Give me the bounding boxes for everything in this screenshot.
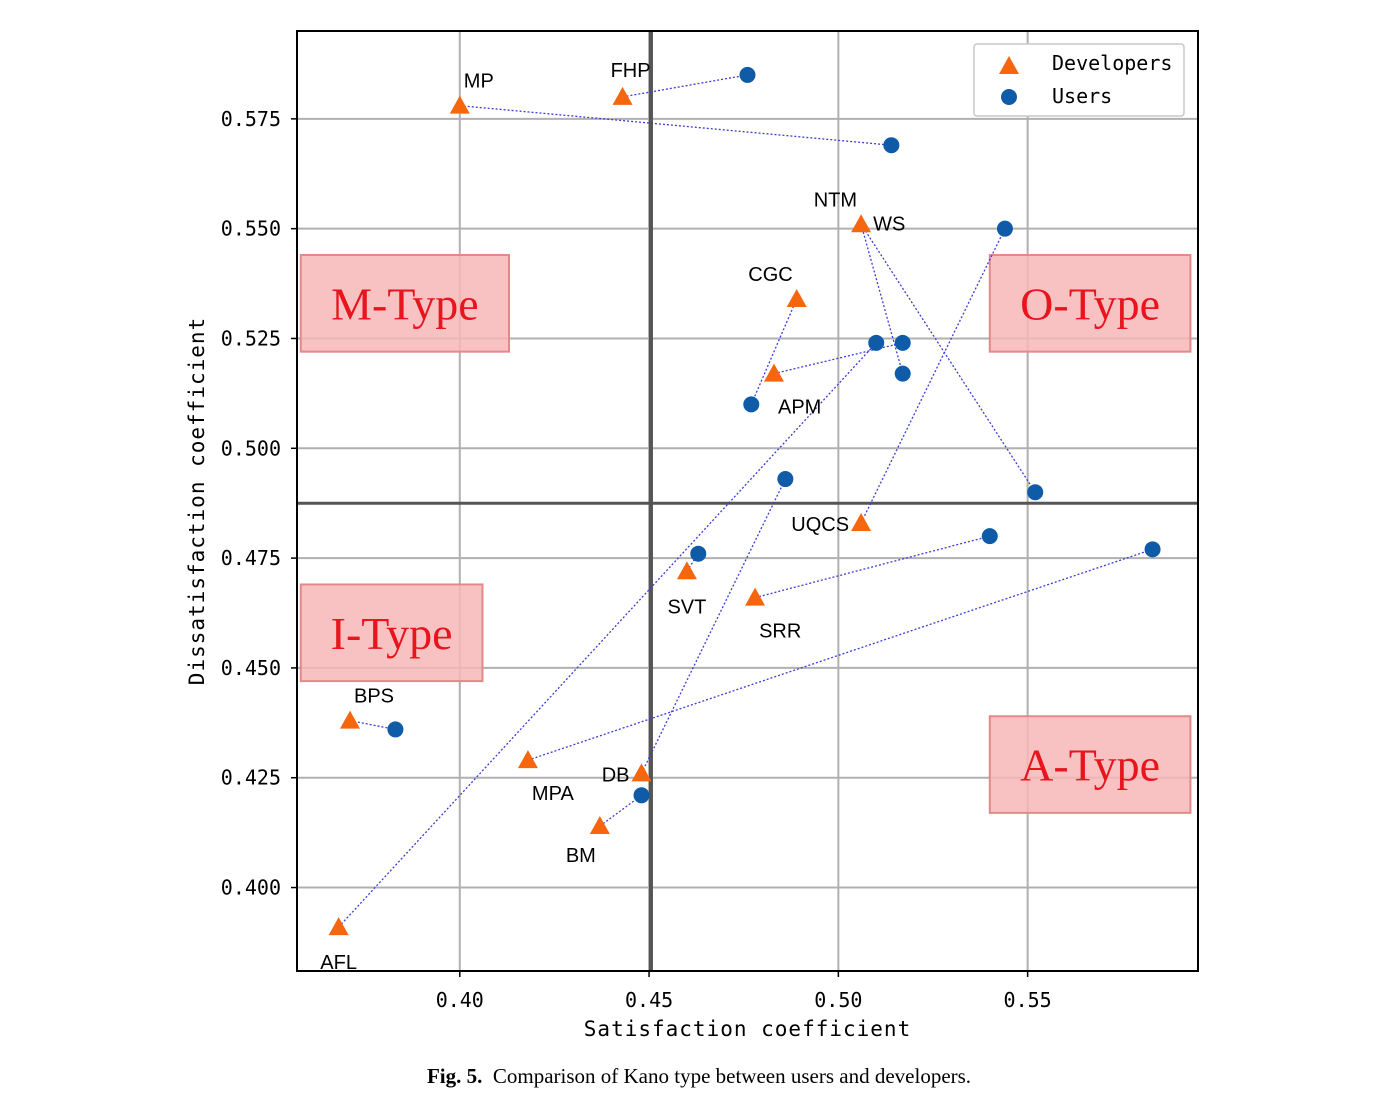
connector-line [622,74,748,98]
developer-point [449,95,470,114]
user-point [777,471,794,488]
developer-point [517,750,538,769]
user-point [894,365,911,382]
region-box [299,583,484,683]
user-point [743,396,760,413]
quadrant-dividers [297,31,1198,971]
legend: Developers Users [973,43,1185,117]
user-point [1027,484,1044,501]
developer-point [631,763,652,782]
point-label: DB [602,764,630,786]
plot-frame [296,30,1199,972]
figure-caption: Fig. 5. Comparison of Kano type between … [0,1064,1398,1089]
user-point [883,137,900,154]
x-axis-label: Satisfaction coefficient [584,1017,911,1041]
legend-box [973,43,1185,117]
connector-line [750,298,798,405]
data-points [328,66,1161,936]
user-point [981,528,998,545]
y-tick-label: 0.425 [221,766,281,790]
connector-line [754,535,990,599]
connector-line [338,342,877,928]
axis-ticks: 0.40 0.45 0.50 0.55 0.400 0.425 0.450 0.475 0.50… [221,107,1052,1012]
point-label: CGC [748,264,792,286]
connector-line [640,478,786,774]
point-label: BPS [354,686,394,708]
user-point [1144,541,1161,558]
point-label: AFL [320,952,357,974]
region-box [988,715,1192,814]
user-point [868,334,885,351]
developer-point [851,512,872,531]
point-label: FHP [611,60,651,82]
point-label: MPA [532,783,575,805]
region-box [988,254,1192,353]
type-regions: M-Type O-Type I-Type A-Type [299,254,1192,814]
caption-text: Comparison of Kano type between users an… [492,1064,972,1088]
y-tick-label: 0.450 [221,656,281,680]
connector-line [860,228,1006,524]
legend-developer-marker [999,56,1019,74]
developer-point [676,561,697,580]
x-tick-label: 0.55 [1004,988,1052,1012]
grid-lines [297,31,1198,971]
y-tick-label: 0.400 [221,876,281,900]
region-label: I-Type [331,608,453,659]
connector-line [599,794,642,827]
point-label: SVT [667,596,706,618]
point-label: WS [873,213,905,235]
connector-line [459,105,892,146]
x-tick-label: 0.45 [625,988,673,1012]
user-point [633,787,650,804]
y-tick-label: 0.500 [221,436,281,460]
caption-prefix: Fig. 5. [426,1064,483,1088]
point-label: APM [778,397,821,419]
point-label: NTM [814,189,857,211]
region-box [299,254,510,353]
region-label: O-Type [1020,278,1160,329]
point-label: UQCS [791,514,849,536]
developer-point [786,288,807,307]
legend-developer-label: Developers [1052,51,1172,75]
y-tick-label: 0.550 [221,217,281,241]
developer-point [340,710,360,729]
user-point [739,66,756,83]
x-tick-label: 0.40 [436,988,484,1012]
connector-lines [338,74,1153,928]
developer-point [612,86,633,105]
y-axis-label: Dissatisfaction coefficient [185,317,209,685]
connector-line [860,223,1036,493]
connector-line [527,548,1153,761]
y-tick-label: 0.525 [221,326,281,350]
point-label: BM [566,845,596,867]
user-point [387,721,404,738]
legend-user-label: Users [1052,84,1112,108]
user-point [894,334,911,351]
region-label: A-Type [1020,740,1160,791]
y-tick-label: 0.575 [221,107,281,131]
connector-line [860,224,904,374]
developer-point [589,816,610,835]
developer-point [745,587,766,606]
developer-point [764,363,784,382]
developer-point [851,214,872,233]
point-label: MP [464,71,494,93]
x-tick-label: 0.50 [814,988,862,1012]
point-labels: MP FHP NTM WS CGC APM UQCS SVT SRR BPS MPA DB BM AFL [320,60,905,974]
kano-scatter-chart: M-Type O-Type I-Type A-Type MP FHP NTM WS CGC AP… [185,30,1199,1041]
developer-point [328,917,349,936]
user-point [690,545,707,562]
region-label: M-Type [331,278,479,329]
user-point [996,220,1013,237]
y-tick-label: 0.475 [221,546,281,570]
point-label: SRR [759,621,801,643]
legend-user-marker [1001,89,1017,105]
